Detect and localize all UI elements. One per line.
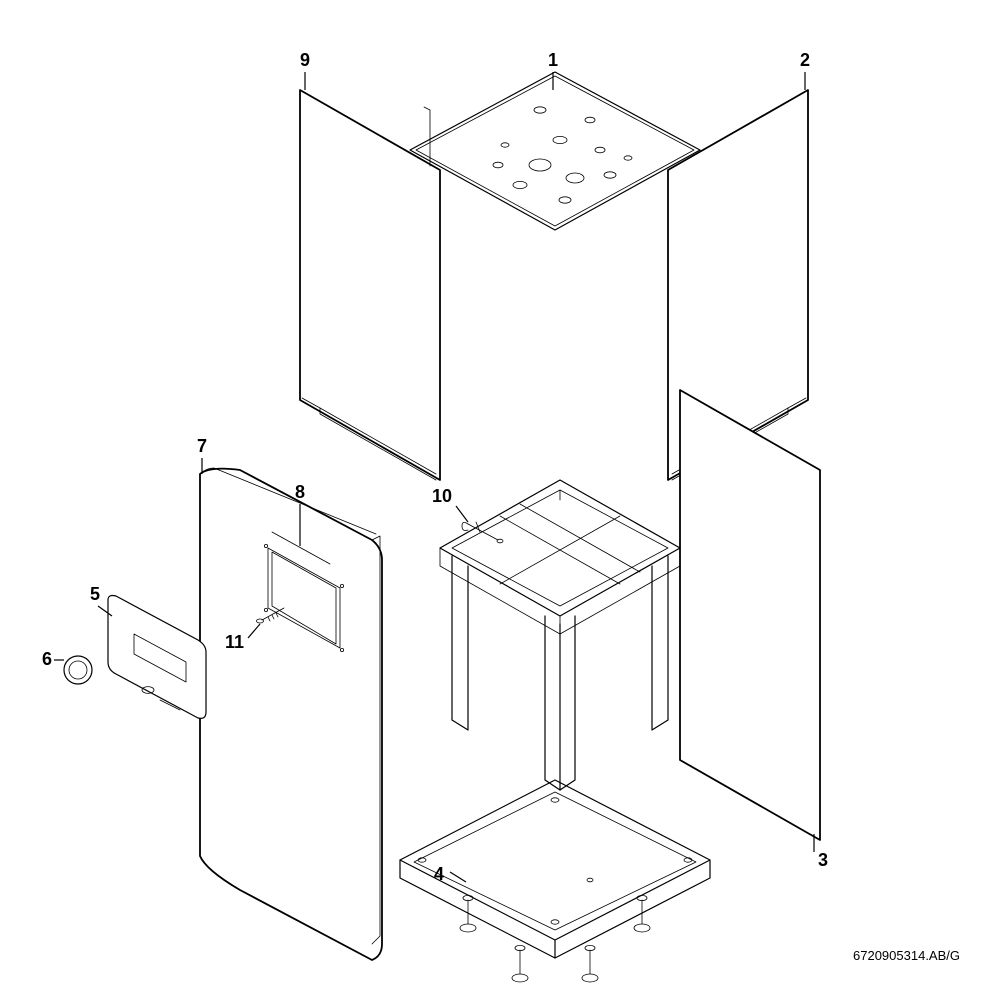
callout-10-label: 10 (432, 486, 452, 506)
part-inner-frame (440, 480, 680, 790)
callout-6-label: 6 (42, 649, 52, 669)
callout-4-label: 4 (434, 864, 444, 884)
callout-7-label: 7 (197, 436, 207, 456)
callout-8-label: 8 (295, 482, 305, 502)
document-id: 6720905314.AB/G (853, 948, 960, 963)
part-display-bezel (108, 596, 206, 719)
callout-3-label: 3 (818, 850, 828, 870)
callout-11-label: 11 (225, 632, 244, 652)
part-front-door (200, 468, 382, 960)
part-knob (64, 656, 92, 684)
callout-2-label: 2 (800, 50, 810, 70)
part-right-side-panel (680, 390, 820, 840)
part-base-tray (400, 780, 710, 982)
callout-5-label: 5 (90, 584, 100, 604)
callout-1-label: 1 (548, 50, 558, 70)
exploded-view-diagram: 1 2 3 4 5 6 7 8 9 10 11 6720905314.AB/G (0, 0, 1000, 1000)
callout-9-label: 9 (300, 50, 310, 70)
part-top-plate (410, 72, 700, 230)
